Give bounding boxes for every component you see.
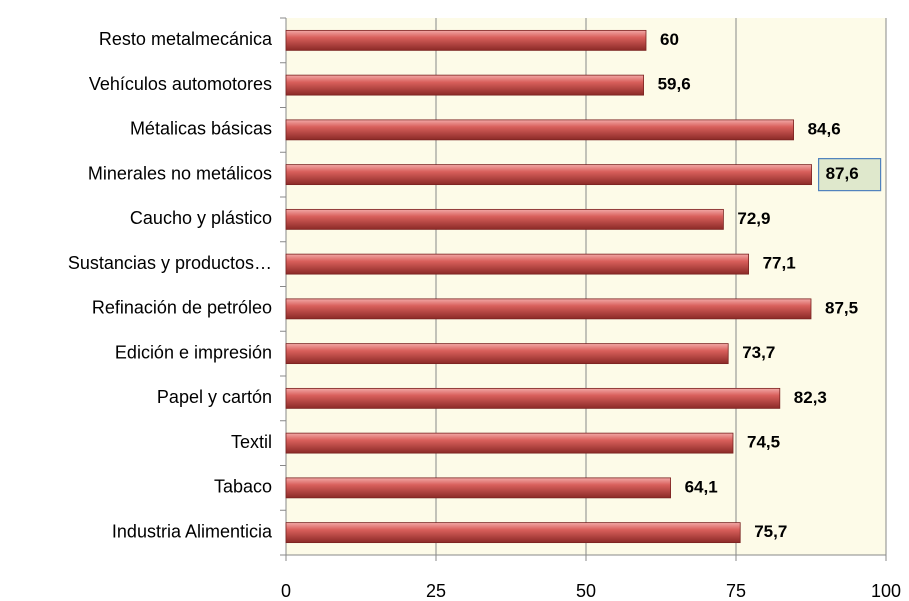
y-tick-label: Refinación de petróleo bbox=[92, 298, 272, 318]
bar bbox=[285, 522, 741, 544]
bar bbox=[285, 208, 724, 230]
y-tick-label: Minerales no metálicos bbox=[88, 163, 272, 183]
value-label: 75,7 bbox=[754, 522, 787, 541]
y-tick-label: Caucho y plástico bbox=[130, 208, 272, 228]
bar bbox=[285, 387, 781, 409]
value-label: 64,1 bbox=[685, 477, 718, 496]
x-tick-label: 0 bbox=[281, 581, 291, 601]
value-label: 84,6 bbox=[808, 119, 841, 138]
bar bbox=[285, 164, 812, 186]
value-label: 59,6 bbox=[658, 75, 691, 94]
y-tick-label: Edición e impresión bbox=[115, 342, 272, 362]
value-label: 73,7 bbox=[742, 343, 775, 362]
value-label: 87,5 bbox=[825, 298, 858, 317]
value-label: 77,1 bbox=[763, 254, 796, 273]
bar bbox=[285, 477, 672, 499]
value-label: 60 bbox=[660, 30, 679, 49]
value-label: 82,3 bbox=[794, 388, 827, 407]
value-label: 87,6 bbox=[826, 164, 859, 183]
y-tick-label: Métalicas básicas bbox=[130, 119, 272, 139]
bar bbox=[285, 343, 729, 365]
y-tick-label: Industria Alimenticia bbox=[112, 521, 273, 541]
value-label: 72,9 bbox=[737, 209, 770, 228]
x-tick-label: 100 bbox=[871, 581, 901, 601]
bar bbox=[285, 432, 734, 454]
bar bbox=[285, 74, 645, 96]
y-tick-label: Resto metalmecánica bbox=[99, 29, 273, 49]
y-tick-label: Papel y cartón bbox=[157, 387, 272, 407]
x-tick-label: 75 bbox=[726, 581, 746, 601]
bar bbox=[285, 119, 795, 141]
bar bbox=[285, 298, 812, 320]
y-tick-label: Tabaco bbox=[214, 477, 272, 497]
x-tick-label: 50 bbox=[576, 581, 596, 601]
y-tick-label: Textil bbox=[231, 432, 272, 452]
bar bbox=[285, 29, 647, 51]
y-tick-label: Sustancias y productos… bbox=[68, 253, 272, 273]
y-tick-label: Vehículos automotores bbox=[89, 74, 272, 94]
x-tick-label: 25 bbox=[426, 581, 446, 601]
value-label: 74,5 bbox=[747, 433, 780, 452]
label-highlight bbox=[817, 158, 882, 192]
bar bbox=[285, 253, 750, 275]
